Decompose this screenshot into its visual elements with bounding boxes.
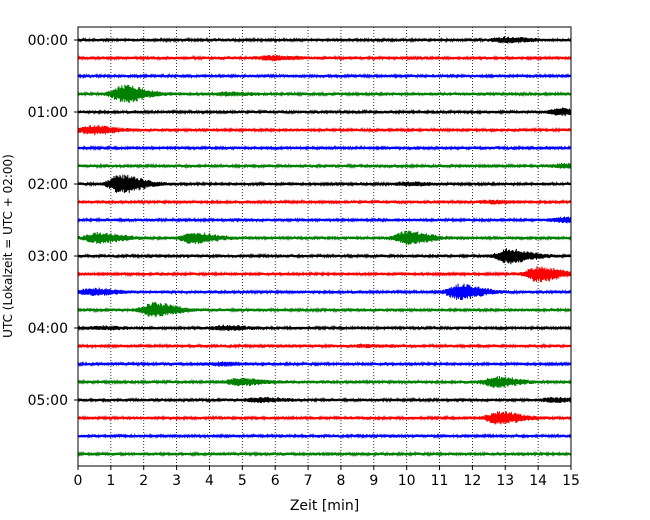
y-axis-ticks: 00:00 01:00 02:00 03:00 04:00 05:00 (28, 33, 78, 409)
y-tick-label: 02:00 (28, 177, 68, 193)
x-tick-label: 8 (336, 473, 345, 489)
trace-row-0445 (77, 375, 572, 389)
trace-row-0115 (77, 124, 572, 136)
x-tick-label: 0 (74, 473, 83, 489)
x-tick-label: 9 (369, 473, 378, 489)
x-tick-label: 1 (106, 473, 115, 489)
trace-row-0045 (77, 84, 572, 104)
seismic-traces (77, 36, 572, 458)
x-tick-label: 2 (139, 473, 148, 489)
x-tick-label: 3 (172, 473, 181, 489)
x-tick-label: 11 (431, 473, 449, 489)
trace-row-0300 (77, 248, 572, 265)
x-tick-label: 15 (562, 473, 580, 489)
trace-row-0500 (77, 396, 572, 404)
x-tick-label: 14 (529, 473, 547, 489)
x-tick-label: 4 (205, 473, 214, 489)
x-tick-label: 12 (463, 473, 481, 489)
y-tick-label: 01:00 (28, 105, 68, 121)
x-axis-ticks: 0 1 2 3 4 5 6 7 8 9 10 11 12 13 14 15 (74, 466, 580, 489)
trace-row-0430 (77, 360, 572, 368)
trace-row-0130 (77, 144, 572, 152)
x-tick-label: 6 (271, 473, 280, 489)
y-axis-label: UTC (Lokalzeit = UTC + 02:00) (1, 154, 15, 338)
y-tick-label: 04:00 (28, 321, 68, 337)
x-axis-label: Zeit [min] (290, 498, 359, 514)
y-tick-label: 00:00 (28, 33, 68, 49)
trace-row-0345 (77, 301, 572, 318)
x-tick-label: 7 (304, 473, 313, 489)
trace-row-0030 (77, 72, 572, 80)
trace-row-0545 (77, 450, 572, 458)
trace-row-0200 (77, 174, 572, 194)
trace-row-0000 (77, 36, 572, 44)
trace-row-0100 (77, 107, 572, 117)
trace-row-0245 (77, 230, 572, 246)
plot-frame (77, 26, 572, 467)
trace-row-0530 (77, 432, 572, 440)
x-tick-label: 10 (398, 473, 416, 489)
y-tick-label: 05:00 (28, 393, 68, 409)
x-tick-label: 13 (496, 473, 514, 489)
trace-row-0145 (77, 162, 572, 170)
trace-row-0230 (77, 216, 572, 224)
trace-row-0215 (77, 198, 572, 206)
trace-row-0515 (77, 411, 572, 425)
trace-row-0015 (77, 54, 572, 62)
x-tick-label: 5 (238, 473, 247, 489)
trace-row-0415 (77, 342, 572, 350)
y-tick-label: 03:00 (28, 249, 68, 265)
trace-row-0330 (77, 283, 572, 301)
trace-row-0400 (77, 324, 572, 332)
trace-row-0315 (77, 266, 572, 283)
grid-lines (110, 27, 539, 466)
